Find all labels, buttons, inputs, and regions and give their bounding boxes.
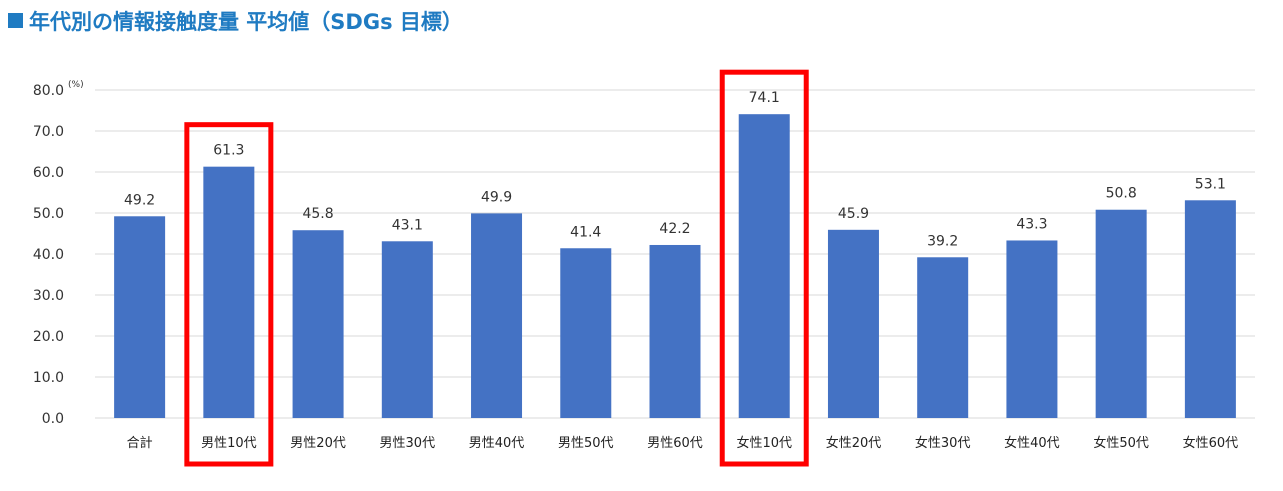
y-tick-label: 70.0: [33, 124, 64, 140]
chart-title-text: 年代別の情報接触度量 平均値（SDGs 目標）: [29, 10, 463, 34]
category-label: 男性60代: [647, 436, 703, 451]
value-labels: 49.2 61.3 45.8 43.1 49.9 41.4 42.2 74.1 45.9 39.2…: [124, 90, 1226, 249]
y-tick-label: 0.0: [42, 411, 64, 427]
value-label: 39.2: [927, 233, 958, 249]
value-label: 45.9: [838, 206, 869, 222]
y-tick-label: 50.0: [33, 206, 64, 222]
y-tick-label: 30.0: [33, 288, 64, 304]
title-square-icon: [8, 13, 23, 28]
value-label: 74.1: [749, 90, 780, 106]
value-label: 53.1: [1195, 176, 1226, 192]
value-label: 43.1: [392, 217, 423, 233]
bar: [738, 114, 790, 418]
bar: [560, 248, 612, 418]
y-tick-label: 80.0: [33, 83, 64, 99]
value-label: 45.8: [302, 206, 333, 222]
value-label: 61.3: [213, 143, 244, 159]
y-unit-label: (%): [68, 80, 84, 90]
bar: [1184, 200, 1236, 418]
category-label: 女性50代: [1093, 435, 1149, 451]
value-label: 49.9: [481, 189, 512, 205]
category-label: 男性40代: [469, 436, 525, 451]
highlight-box: [719, 69, 809, 467]
category-label: 女性20代: [826, 435, 882, 451]
category-labels: 合計 男性10代 男性20代 男性30代 男性40代 男性50代 男性60代 女性10代 女性2…: [127, 435, 1239, 451]
chart-title: 年代別の情報接触度量 平均値（SDGs 目標）: [8, 6, 463, 36]
bars: [114, 114, 1236, 418]
y-axis-ticks: 0.0 10.0 20.0 30.0 40.0 50.0 60.0 70.0 80.0: [33, 83, 64, 427]
category-label: 女性30代: [915, 435, 971, 451]
category-label: 男性10代: [201, 436, 257, 451]
bar: [1095, 209, 1147, 418]
value-label: 49.2: [124, 192, 155, 208]
category-label: 男性20代: [290, 436, 346, 451]
bar: [917, 257, 969, 418]
y-tick-label: 40.0: [33, 247, 64, 263]
y-tick-label: 20.0: [33, 329, 64, 345]
value-label: 42.2: [659, 221, 690, 237]
category-label: 女性60代: [1183, 435, 1239, 451]
bar: [649, 244, 701, 418]
bar: [471, 213, 523, 418]
bar: [203, 166, 255, 418]
bar: [1006, 240, 1058, 418]
highlight-boxes: [184, 69, 809, 467]
highlight-box: [184, 122, 274, 467]
bar: [381, 241, 433, 418]
category-label: 男性30代: [380, 436, 436, 451]
category-label: 男性50代: [558, 436, 614, 451]
bar: [827, 229, 879, 418]
bar: [114, 216, 166, 418]
value-label: 41.4: [570, 224, 601, 240]
category-label: 女性10代: [736, 435, 792, 451]
y-tick-label: 60.0: [33, 165, 64, 181]
category-label: 合計: [127, 435, 153, 451]
y-tick-label: 10.0: [33, 370, 64, 386]
value-label: 43.3: [1016, 216, 1047, 232]
category-label: 女性40代: [1004, 435, 1060, 451]
value-label: 50.8: [1106, 186, 1137, 202]
bar: [292, 230, 344, 418]
